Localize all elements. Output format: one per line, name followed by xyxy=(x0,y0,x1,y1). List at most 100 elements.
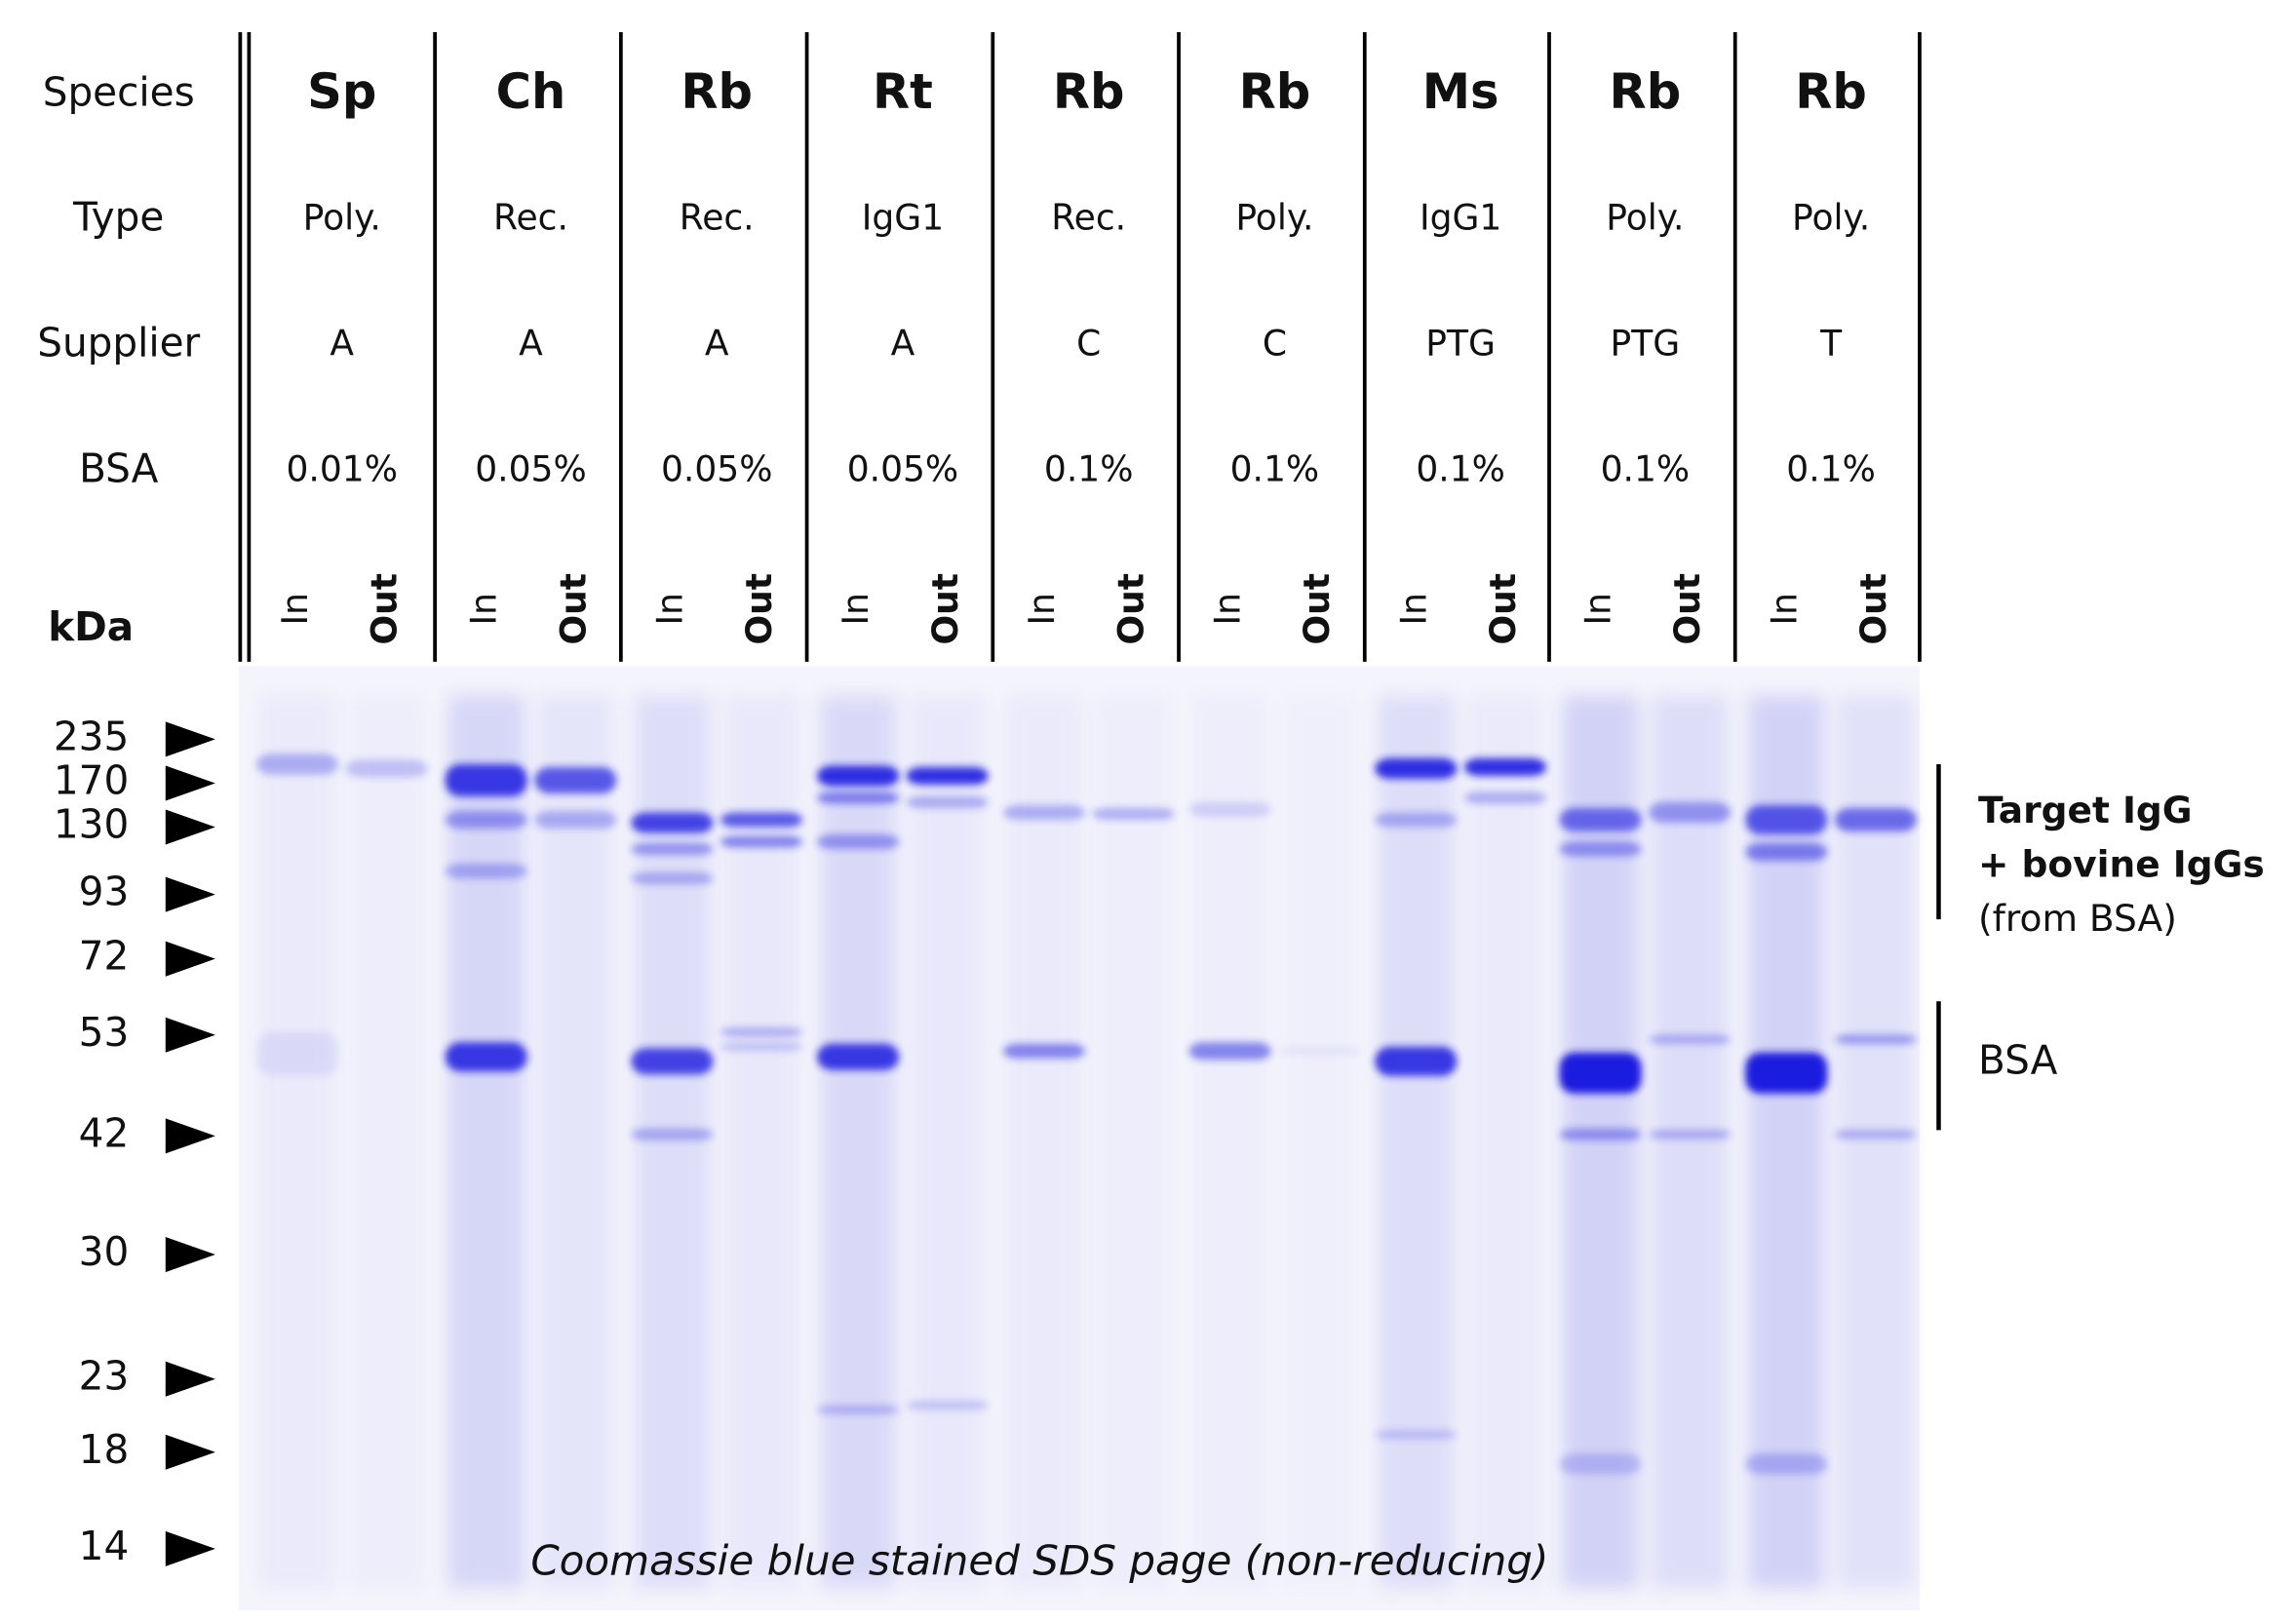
band xyxy=(1834,1130,1917,1139)
lane-type: Rec. xyxy=(680,198,755,238)
band xyxy=(1559,1128,1642,1140)
marker-label: 130 xyxy=(54,801,129,848)
band xyxy=(534,811,617,830)
lane-bsa: 0.05% xyxy=(475,450,586,490)
annotation-text: + bovine IgGs xyxy=(1978,843,2265,886)
lane-bsa: 0.1% xyxy=(1230,450,1320,490)
lane-type: IgG1 xyxy=(1420,198,1501,238)
lane-smear xyxy=(722,695,800,1589)
lane-type: Poly. xyxy=(1235,198,1313,238)
band xyxy=(1745,804,1828,835)
lane-smear xyxy=(349,695,425,1588)
lane-supplier: C xyxy=(1263,324,1287,364)
band xyxy=(1649,1130,1732,1139)
lane-out: Out xyxy=(926,573,966,645)
lane-smear xyxy=(258,695,335,1589)
lane-species: Ms xyxy=(1422,63,1499,120)
band xyxy=(345,759,428,778)
band xyxy=(445,864,527,879)
lane-out: Out xyxy=(554,573,594,645)
band xyxy=(1092,807,1175,821)
band xyxy=(631,1048,714,1075)
band xyxy=(445,1042,527,1072)
lane-in: In xyxy=(1394,593,1434,625)
band xyxy=(1559,1052,1642,1094)
band xyxy=(720,835,803,848)
row-label: Type xyxy=(72,193,164,240)
band xyxy=(720,1027,803,1037)
lane-bsa: 0.1% xyxy=(1044,450,1134,490)
band xyxy=(1188,801,1271,818)
lane-smear xyxy=(1005,695,1082,1589)
lane-in: In xyxy=(650,593,690,625)
marker-label: 14 xyxy=(79,1523,130,1569)
marker-arrow xyxy=(165,1118,215,1154)
band xyxy=(1002,804,1085,821)
marker-arrow xyxy=(165,1237,215,1273)
lane-type: Rec. xyxy=(1051,198,1126,238)
band xyxy=(906,1401,989,1410)
band xyxy=(720,812,803,828)
band xyxy=(817,834,900,850)
lane-smear xyxy=(448,695,525,1589)
lane-smear xyxy=(1652,695,1729,1589)
band xyxy=(1649,1034,1732,1044)
marker-label: 170 xyxy=(54,756,129,803)
band xyxy=(817,792,900,804)
band xyxy=(1375,1430,1458,1440)
band xyxy=(631,1128,714,1140)
lane-type: Rec. xyxy=(493,198,568,238)
band xyxy=(1002,1043,1085,1059)
lane-supplier: T xyxy=(1819,324,1843,364)
band xyxy=(1188,1042,1271,1061)
lane-bsa: 0.01% xyxy=(287,450,398,490)
marker-label: 42 xyxy=(79,1109,130,1156)
caption: Coomassie blue stained SDS page (non-red… xyxy=(530,1536,1548,1584)
lane-in: In xyxy=(276,593,316,625)
marker-label: 235 xyxy=(54,713,129,759)
annotation-text: BSA xyxy=(1978,1036,2058,1083)
marker-arrow xyxy=(165,1361,215,1397)
gel-bands xyxy=(255,695,1917,1589)
band xyxy=(1834,1034,1917,1044)
lane-out: Out xyxy=(1484,573,1524,645)
lane-species: Rb xyxy=(1610,63,1682,120)
band xyxy=(1745,843,1828,862)
row-label: Species xyxy=(43,69,195,116)
lane-smear xyxy=(1095,695,1171,1588)
lane-in: In xyxy=(1023,593,1063,625)
band xyxy=(817,1043,900,1070)
lane-smear xyxy=(1837,695,1914,1589)
band xyxy=(1463,757,1546,776)
lane-species: Ch xyxy=(496,63,566,120)
band xyxy=(255,1031,339,1076)
lane-out: Out xyxy=(1668,573,1708,645)
lane-supplier: A xyxy=(330,324,354,364)
band xyxy=(631,843,714,856)
lane-smear xyxy=(537,695,614,1589)
marker-label: 93 xyxy=(79,869,130,915)
lane-out: Out xyxy=(366,573,406,645)
lane-species: Rb xyxy=(1239,63,1311,120)
kda-label: kDa xyxy=(48,603,134,650)
band xyxy=(1375,757,1458,779)
lane-type: Poly. xyxy=(1606,198,1684,238)
marker-arrow xyxy=(165,765,215,801)
band xyxy=(1559,841,1642,857)
lane-smear xyxy=(1378,695,1455,1589)
marker-arrow xyxy=(165,1530,215,1566)
lane-type: IgG1 xyxy=(862,198,944,238)
lane-in: In xyxy=(1579,593,1619,625)
annotation-text: Target IgG xyxy=(1978,789,2193,831)
lane-supplier: PTG xyxy=(1425,324,1496,364)
lane-supplier: A xyxy=(891,324,915,364)
marker-label: 23 xyxy=(79,1353,130,1400)
lane-out: Out xyxy=(1854,573,1894,645)
lane-supplier: C xyxy=(1076,324,1101,364)
band xyxy=(1375,812,1458,828)
lane-species: Rb xyxy=(1795,63,1867,120)
lane-out: Out xyxy=(1298,573,1338,645)
band xyxy=(1745,1052,1828,1094)
labels: Species Type Supplier BSA kDa Sp Poly. A 0.01% In… xyxy=(37,32,2265,1584)
band xyxy=(1649,801,1732,824)
